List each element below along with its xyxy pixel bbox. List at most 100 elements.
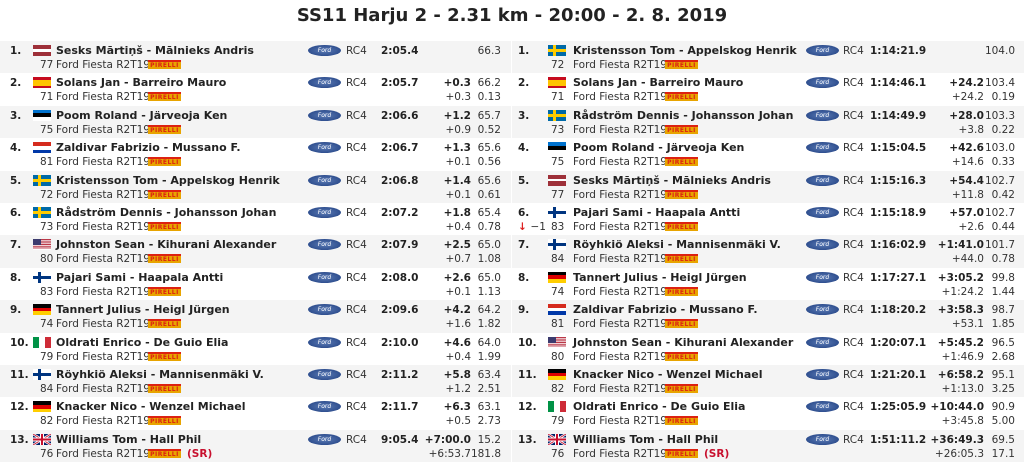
result-row[interactable]: 8. Tannert Julius - Heigl Jürgen 74 Ford Fi… [512, 268, 1024, 300]
seconds-per-km: 0.78 [477, 220, 501, 233]
pirelli-logo: PIRELLI [665, 351, 698, 361]
gap-to-previous: +24.2 [951, 91, 984, 104]
pirelli-logo: PIRELLI [665, 319, 698, 329]
car-number: 73 [551, 123, 565, 136]
position: 9. [518, 304, 530, 317]
result-row[interactable]: 11. Knacker Nico - Wenzel Michael 82 Ford F… [512, 364, 1024, 398]
ford-logo: Ford [308, 433, 341, 445]
result-row[interactable]: 5. Sesks Mārtiņš - Mālnieks Andris 77 Ford … [512, 170, 1024, 203]
pirelli-logo: PIRELLI [148, 254, 181, 264]
result-row[interactable]: 12. Knacker Nico - Wenzel Michael 82 Ford F… [0, 397, 511, 429]
gap-to-previous: +1.2 [445, 382, 472, 395]
pirelli-logo: PIRELLI [665, 60, 698, 69]
class-group: RC4 [346, 368, 367, 381]
seconds-per-km: 1.44 [991, 285, 1015, 298]
car-number: 75 [40, 123, 54, 136]
crew-name: Knacker Nico - Wenzel Michael [573, 367, 763, 381]
car-number: 84 [40, 382, 54, 395]
class-group: RC4 [843, 304, 864, 317]
car-model: Ford Fiesta R2T19 [56, 91, 150, 104]
time: 2:10.0 [381, 336, 419, 349]
seconds-per-km: 0.22 [991, 123, 1015, 136]
car-number: 72 [40, 188, 54, 201]
overall-results-table: 1. Kristensson Tom - Appelskog Henrik 72 Fo… [512, 41, 1024, 463]
result-row[interactable]: 4. Poom Roland - Järveoja Ken 75 Ford Fiest… [512, 138, 1024, 170]
result-row[interactable]: 1. Sesks Mārtiņš - Mālnieks Andris 77 Ford … [0, 41, 511, 74]
gap-to-leader: +1:41.0 [937, 239, 984, 252]
class-group: RC4 [346, 174, 367, 187]
pirelli-logo: PIRELLI [148, 448, 181, 458]
crew-name: Solans Jan - Barreiro Mauro [56, 76, 227, 90]
average-speed: 99.8 [991, 271, 1015, 284]
result-row[interactable]: 5. Kristensson Tom - Appelskog Henrik 72 Fo… [0, 170, 511, 203]
ford-logo: Ford [806, 45, 839, 56]
result-row[interactable]: 9. Zaldivar Fabrizio - Mussano F. 81 Ford F… [512, 300, 1024, 333]
result-row[interactable]: 13. Williams Tom - Hall Phil 76 Ford Fiesta… [0, 429, 511, 463]
gap-to-previous: +0.1 [445, 285, 472, 298]
gap-to-previous: +0.9 [445, 123, 472, 136]
pirelli-logo: PIRELLI [148, 221, 181, 231]
result-row[interactable]: 12. Oldrati Enrico - De Guio Elia 79 Ford F… [512, 397, 1024, 429]
pirelli-logo: PIRELLI [665, 124, 698, 134]
flag-fi-icon [33, 368, 51, 380]
position: 12. [10, 401, 29, 414]
average-speed: 63.1 [477, 401, 501, 414]
result-row[interactable]: 10. Oldrati Enrico - De Guio Elia 79 Ford F… [0, 333, 511, 365]
gap-to-previous: +44.0 [951, 253, 984, 266]
car-number: 76 [40, 447, 54, 460]
average-speed: 65.0 [477, 239, 501, 252]
seconds-per-km: 2.73 [477, 415, 501, 428]
class-group: RC4 [346, 336, 367, 349]
result-row[interactable]: 3. Poom Roland - Järveoja Ken 75 Ford Fiest… [0, 105, 511, 139]
crew-name: Poom Roland - Järveoja Ken [56, 108, 228, 122]
result-row[interactable]: 1. Kristensson Tom - Appelskog Henrik 72 Fo… [512, 41, 1024, 74]
position: 7. [518, 239, 530, 252]
seconds-per-km: 0.56 [477, 156, 501, 169]
position: 13. [518, 433, 537, 446]
time: 1:15:16.3 [870, 174, 927, 187]
result-row[interactable]: 7. Röyhkiö Aleksi - Mannisenmäki V. 84 Ford… [512, 235, 1024, 268]
superrally-note: (SR) [704, 447, 730, 460]
result-row[interactable]: 6. Rådström Dennis - Johansson Johan 73 For… [0, 203, 511, 235]
result-row[interactable]: 7. Johnston Sean - Kihurani Alexander 80 Fo… [0, 235, 511, 268]
car-number: 73 [40, 220, 54, 233]
car-model: Ford Fiesta R2T19 [573, 382, 667, 395]
crew-name: Zaldivar Fabrizio - Mussano F. [56, 141, 241, 155]
result-row[interactable]: 11. Röyhkiö Aleksi - Mannisenmäki V. 84 For… [0, 364, 511, 398]
pirelli-logo: PIRELLI [665, 286, 698, 296]
result-row[interactable]: 2. Solans Jan - Barreiro Mauro 71 Ford Fies… [0, 73, 511, 105]
result-row[interactable]: 6. Pajari Sami - Haapala Antti ↓ −1 83 Ford … [512, 203, 1024, 235]
flag-fi-icon [548, 239, 566, 251]
crew-name: Poom Roland - Järveoja Ken [573, 141, 745, 155]
pirelli-logo: PIRELLI [665, 254, 698, 264]
car-number: 74 [40, 318, 54, 331]
car-number: 75 [551, 156, 565, 169]
gap-to-leader: +5.8 [443, 368, 471, 381]
gap-to-previous: +11.8 [951, 188, 984, 201]
result-row[interactable]: 3. Rådström Dennis - Johansson Johan 73 For… [512, 105, 1024, 139]
position: 9. [10, 304, 22, 317]
result-row[interactable]: 4. Zaldivar Fabrizio - Mussano F. 81 Ford F… [0, 138, 511, 170]
gap-to-previous: +26:05.3 [934, 447, 984, 460]
gap-to-leader: +57.0 [949, 206, 984, 219]
crew-name: Oldrati Enrico - De Guio Elia [573, 400, 746, 414]
flag-se-icon [33, 174, 51, 186]
crew-name: Sesks Mārtiņš - Mālnieks Andris [56, 44, 254, 57]
class-group: RC4 [843, 45, 864, 57]
gap-to-previous: +53.1 [951, 318, 984, 331]
ford-logo: Ford [806, 142, 839, 154]
result-row[interactable]: 13. Williams Tom - Hall Phil 76 Ford Fiesta… [512, 429, 1024, 463]
pirelli-logo: PIRELLI [665, 448, 698, 458]
seconds-per-km: 0.19 [991, 91, 1015, 104]
class-group: RC4 [843, 109, 864, 122]
gap-to-previous: +2.6 [958, 220, 985, 233]
position: 2. [518, 77, 530, 90]
result-row[interactable]: 8. Pajari Sami - Haapala Antti 83 Ford Fies… [0, 268, 511, 300]
result-row[interactable]: 10. Johnston Sean - Kihurani Alexander 80 F… [512, 333, 1024, 365]
flag-lv-icon [33, 45, 51, 56]
average-speed: 95.1 [991, 368, 1015, 381]
pirelli-logo: PIRELLI [148, 383, 181, 393]
class-group: RC4 [346, 109, 367, 122]
result-row[interactable]: 9. Tannert Julius - Heigl Jürgen 74 Ford Fi… [0, 300, 511, 333]
result-row[interactable]: 2. Solans Jan - Barreiro Mauro 71 Ford Fies… [512, 73, 1024, 105]
